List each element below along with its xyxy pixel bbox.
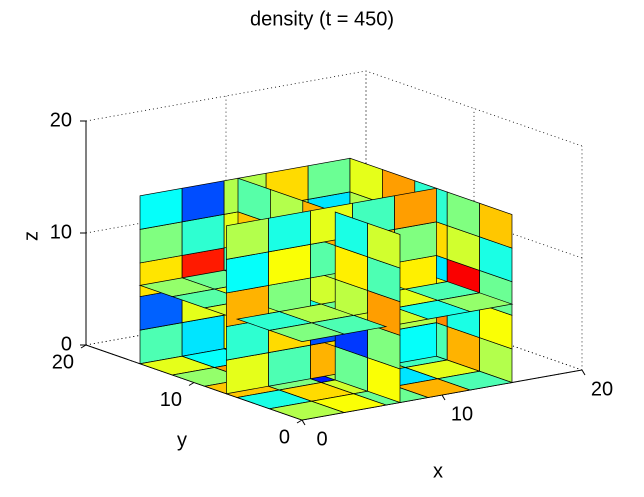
z-tick-label: 10: [50, 221, 72, 243]
y-tick-label: 20: [52, 351, 74, 373]
slice-cell: [268, 322, 346, 342]
slice-cell: [268, 210, 311, 253]
x-tick: [441, 394, 446, 401]
x-tick-label: 10: [451, 403, 473, 425]
z-tick-label: 20: [50, 109, 72, 131]
chart-title: density (t = 450): [250, 8, 394, 30]
z-tick-label: 0: [61, 333, 72, 355]
slice-cell: [367, 222, 401, 269]
slice-cell: [479, 202, 513, 249]
y-tick: [188, 382, 195, 386]
y-tick-label: 10: [160, 389, 182, 411]
grid-line: [85, 70, 583, 147]
slice-cell: [394, 187, 437, 230]
z-axis-label: z: [20, 231, 42, 241]
slice-cell: [226, 217, 269, 260]
x-tick-label: 20: [591, 378, 613, 400]
y-axis-label: y: [177, 429, 187, 451]
x-axis-label: x: [433, 460, 443, 482]
slice-cell: [307, 157, 351, 200]
x-tick-label: 0: [316, 428, 327, 450]
y-tick-label: 0: [279, 426, 290, 448]
x-tick: [581, 369, 586, 376]
slice-cell: [181, 180, 225, 223]
slice-cell: [268, 400, 346, 421]
y-tick: [296, 419, 303, 424]
slice-cell: [139, 187, 183, 230]
x-tick: [301, 419, 306, 426]
